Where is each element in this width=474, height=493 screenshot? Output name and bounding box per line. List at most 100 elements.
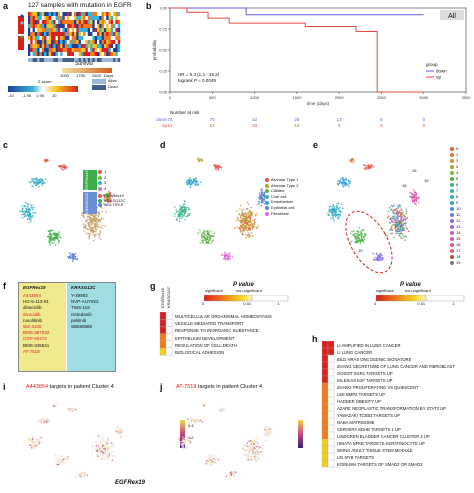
h-term: KOINUMA TARGETS OF SMAD2 OR SMAD3 bbox=[337, 462, 423, 467]
cell-point bbox=[402, 211, 404, 213]
cell-point bbox=[98, 452, 100, 454]
cell-point bbox=[200, 158, 202, 161]
cell-point bbox=[227, 259, 230, 261]
cell-point bbox=[195, 421, 198, 423]
cell-point bbox=[380, 252, 382, 255]
cell-point bbox=[248, 228, 250, 231]
heatmap-cell bbox=[92, 52, 95, 56]
heatmap-cell bbox=[117, 44, 121, 48]
heatmap-cell bbox=[113, 52, 116, 56]
cluster-marker-label: 19 bbox=[424, 178, 429, 183]
heatmap-cell bbox=[76, 12, 79, 16]
cell-point bbox=[242, 233, 244, 236]
cell-point bbox=[105, 455, 108, 457]
g-heat-cell bbox=[159, 340, 167, 349]
cell-point bbox=[118, 430, 121, 432]
cell-point bbox=[62, 166, 65, 168]
cell-point bbox=[403, 229, 406, 232]
cell-point bbox=[217, 166, 220, 169]
heatmap-cell bbox=[30, 28, 33, 32]
cell-point bbox=[51, 242, 53, 244]
cell-point bbox=[402, 234, 404, 236]
cell-point bbox=[253, 225, 256, 228]
cell-point bbox=[381, 256, 383, 259]
h-heat-cell bbox=[327, 375, 335, 384]
seurat-dot bbox=[450, 231, 454, 235]
cell-point bbox=[88, 225, 90, 228]
heatmap-cell bbox=[94, 12, 98, 16]
cell-point bbox=[195, 419, 197, 421]
cell-point bbox=[387, 216, 389, 219]
cell-point bbox=[389, 217, 392, 219]
cell-point bbox=[182, 445, 184, 447]
cell-point bbox=[413, 200, 415, 202]
cell-point bbox=[362, 228, 365, 231]
survival-cell bbox=[83, 58, 86, 62]
cell-point bbox=[231, 473, 233, 475]
cell-point bbox=[181, 440, 183, 443]
heatmap-cell bbox=[115, 36, 118, 40]
cell-point bbox=[222, 409, 224, 411]
cell-point bbox=[359, 242, 362, 245]
cell-point bbox=[395, 232, 397, 235]
cell-point bbox=[205, 460, 208, 462]
cell-point bbox=[54, 234, 56, 236]
cell-point bbox=[187, 182, 189, 185]
survival-cell bbox=[71, 58, 75, 62]
cell-point bbox=[47, 418, 50, 420]
cell-point bbox=[91, 451, 94, 454]
cell-point bbox=[106, 441, 109, 444]
heatmap-cell bbox=[53, 28, 56, 32]
cell-point bbox=[107, 438, 109, 441]
survival-cell bbox=[110, 58, 114, 62]
cell-point bbox=[185, 215, 188, 218]
cell-point bbox=[246, 219, 248, 222]
heatmap-cell bbox=[53, 20, 56, 24]
cell-point bbox=[358, 234, 361, 236]
km-line-up bbox=[170, 7, 424, 93]
heatmap-cell bbox=[57, 24, 61, 28]
cell-point bbox=[61, 456, 64, 458]
cell-point bbox=[97, 225, 99, 228]
cell-point bbox=[399, 225, 401, 227]
cell-point bbox=[258, 196, 260, 199]
cell-point bbox=[182, 448, 184, 451]
cell-point bbox=[259, 195, 262, 198]
seurat-dot bbox=[450, 219, 454, 223]
cell-point bbox=[196, 420, 198, 422]
cell-point bbox=[114, 456, 117, 459]
heatmap-cell bbox=[48, 24, 52, 28]
cell-point bbox=[60, 236, 62, 239]
heatmap-cell bbox=[44, 36, 47, 40]
cell-point bbox=[44, 159, 46, 162]
cell-type-dot bbox=[265, 189, 269, 194]
cell-point bbox=[54, 463, 56, 465]
cell-point bbox=[182, 443, 184, 445]
seurat-label: 1 bbox=[456, 151, 459, 157]
cell-point bbox=[355, 233, 358, 235]
cell-point bbox=[32, 441, 34, 443]
heatmap-cell bbox=[67, 32, 70, 36]
cell-point bbox=[332, 218, 334, 220]
cell-point bbox=[344, 179, 346, 181]
heatmap-cell bbox=[90, 40, 93, 44]
cell-point bbox=[263, 203, 266, 205]
heatmap-cell bbox=[108, 24, 111, 28]
h-term: LINDGREN BLADDER CANCER CLUSTER 3 UP bbox=[337, 434, 430, 439]
cell-point bbox=[107, 456, 110, 458]
cell-point bbox=[30, 440, 32, 442]
cell-point bbox=[337, 215, 340, 217]
cell-point bbox=[99, 443, 102, 445]
heatmap-cell bbox=[60, 12, 63, 16]
cell-point bbox=[110, 451, 113, 453]
cell-point bbox=[88, 235, 90, 238]
cell-point bbox=[94, 222, 97, 225]
cell-point bbox=[264, 426, 267, 428]
cell-point bbox=[414, 199, 416, 201]
heatmap-cell bbox=[85, 48, 88, 52]
cell-point bbox=[57, 463, 60, 466]
cell-point bbox=[246, 446, 248, 449]
cell-point bbox=[415, 196, 418, 199]
cell-point bbox=[404, 224, 407, 227]
cell-point bbox=[219, 408, 221, 410]
